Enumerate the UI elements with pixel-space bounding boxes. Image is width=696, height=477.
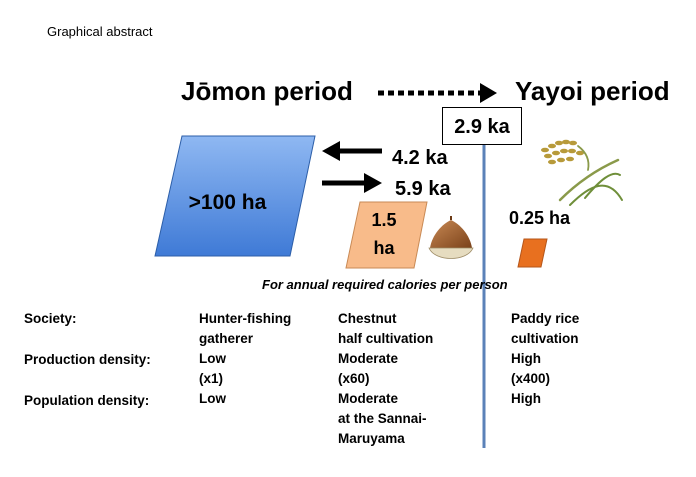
cell: Maruyama — [338, 431, 405, 446]
cell: (x400) — [511, 371, 551, 386]
row-label-production-density: Production density: — [24, 352, 151, 367]
cell: cultivation — [511, 331, 579, 346]
period-transition-arrow — [378, 83, 497, 103]
row-label-population-density: Population density: — [24, 393, 150, 408]
cell: Paddy rice — [511, 311, 580, 326]
cell: (x60) — [338, 371, 370, 386]
chestnut-area-label: 1.5 ha — [352, 206, 416, 262]
cell: gatherer — [199, 331, 254, 346]
cell: at the Sannai- — [338, 411, 427, 426]
graphical-abstract-title: Graphical abstract — [47, 24, 153, 39]
jomon-hunter-area-shape — [154, 135, 316, 257]
chestnut-area-value: 1.5 — [371, 210, 397, 230]
arrow-label-5-9ka: 5.9 ka — [395, 178, 451, 200]
jomon-period-label: Jōmon period — [181, 76, 353, 106]
right-arrow-5-9ka — [322, 173, 382, 193]
cell: Low — [199, 391, 226, 406]
column-hunter-gatherer: Hunter-fishing gatherer Low (x1) Low — [199, 309, 291, 409]
large-area-label: >100 ha — [188, 191, 267, 214]
cell: half cultivation — [338, 331, 434, 346]
column-chestnut: Chestnut half cultivation Moderate (x60)… — [338, 309, 433, 449]
chestnut-area-unit: ha — [373, 238, 395, 258]
chestnut-area-shape — [345, 201, 428, 269]
cell: Hunter-fishing — [199, 311, 292, 326]
cell: High — [511, 351, 541, 366]
rice-area-shape — [517, 238, 548, 268]
rice-plant-icon — [541, 139, 623, 206]
transition-date-box: 2.9 ka — [442, 107, 522, 145]
cell: Moderate — [338, 351, 399, 366]
calories-note: For annual required calories per person — [262, 277, 508, 292]
row-label-society: Society: — [24, 311, 77, 326]
cell: (x1) — [199, 371, 224, 386]
rice-area-label: 0.25 ha — [509, 208, 571, 228]
yayoi-period-label: Yayoi period — [515, 76, 670, 106]
cell: Moderate — [338, 391, 399, 406]
cell: Low — [199, 351, 226, 366]
cell: High — [511, 391, 541, 406]
arrow-label-4-2ka: 4.2 ka — [392, 147, 448, 169]
chestnut-icon — [428, 216, 474, 259]
column-paddy-rice: Paddy rice cultivation High (x400) High — [511, 309, 579, 409]
left-arrow-4-2ka — [322, 141, 382, 161]
cell: Chestnut — [338, 311, 397, 326]
